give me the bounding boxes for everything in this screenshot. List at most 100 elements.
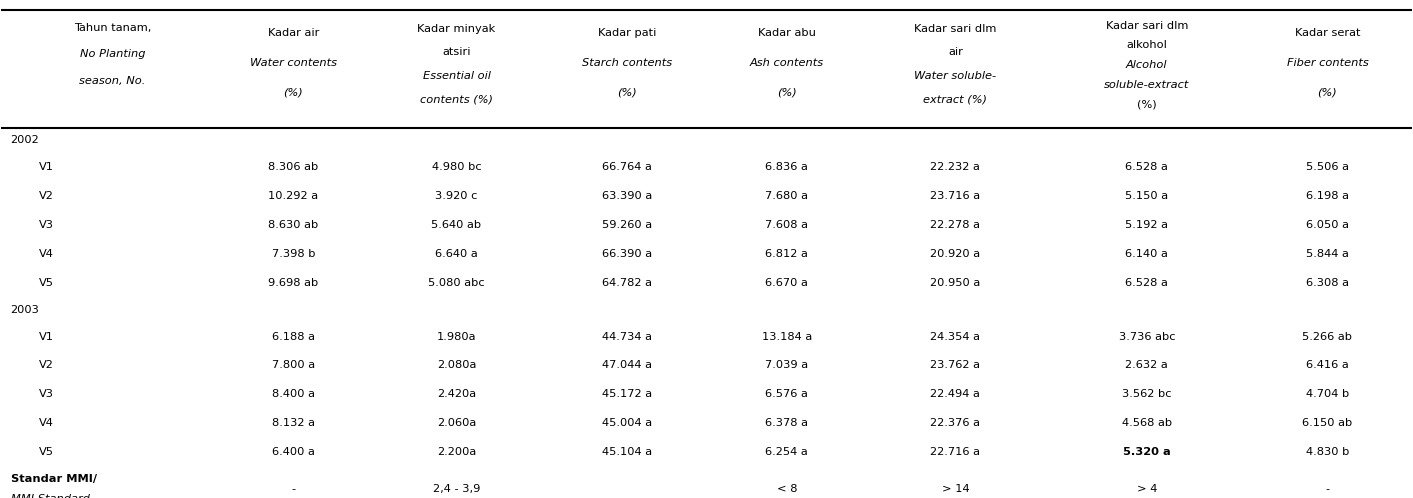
Text: 23.716 a: 23.716 a: [930, 191, 981, 201]
Text: 8.400 a: 8.400 a: [271, 389, 315, 399]
Text: 20.920 a: 20.920 a: [930, 249, 981, 259]
Text: 2002: 2002: [10, 135, 40, 145]
Text: 6.528 a: 6.528 a: [1125, 278, 1169, 288]
Text: 5.192 a: 5.192 a: [1125, 220, 1169, 230]
Text: 20.950 a: 20.950 a: [930, 278, 981, 288]
Text: 4.568 ab: 4.568 ab: [1122, 418, 1171, 428]
Text: Kadar sari dlm: Kadar sari dlm: [1105, 20, 1188, 30]
Text: 5.150 a: 5.150 a: [1125, 191, 1169, 201]
Text: V5: V5: [38, 447, 54, 457]
Text: < 8: < 8: [777, 484, 797, 494]
Text: > 4: > 4: [1136, 484, 1157, 494]
Text: 44.734 a: 44.734 a: [602, 332, 653, 342]
Text: (%): (%): [1137, 99, 1157, 109]
Text: 5.640 ab: 5.640 ab: [431, 220, 482, 230]
Text: alkohol: alkohol: [1126, 40, 1167, 50]
Text: Essential oil: Essential oil: [422, 71, 490, 81]
Text: 59.260 a: 59.260 a: [602, 220, 653, 230]
Text: V4: V4: [38, 418, 54, 428]
Text: Kadar minyak: Kadar minyak: [417, 24, 496, 34]
Text: contents (%): contents (%): [420, 95, 493, 105]
Text: 47.044 a: 47.044 a: [602, 361, 653, 371]
Text: 6.400 a: 6.400 a: [271, 447, 315, 457]
Text: 5.080 abc: 5.080 abc: [428, 278, 485, 288]
Text: 6.254 a: 6.254 a: [766, 447, 808, 457]
Text: 22.494 a: 22.494 a: [931, 389, 981, 399]
Text: 5.844 a: 5.844 a: [1306, 249, 1349, 259]
Text: 6.140 a: 6.140 a: [1125, 249, 1169, 259]
Text: 6.308 a: 6.308 a: [1306, 278, 1349, 288]
Text: V5: V5: [38, 278, 54, 288]
Text: 5.320 a: 5.320 a: [1123, 447, 1170, 457]
Text: 6.150 ab: 6.150 ab: [1303, 418, 1352, 428]
Text: atsiri: atsiri: [442, 47, 471, 57]
Text: 1.980a: 1.980a: [437, 332, 476, 342]
Text: -: -: [291, 484, 295, 494]
Text: 63.390 a: 63.390 a: [602, 191, 653, 201]
Text: V1: V1: [38, 162, 54, 172]
Text: Starch contents: Starch contents: [582, 58, 673, 68]
Text: 66.764 a: 66.764 a: [602, 162, 653, 172]
Text: 6.416 a: 6.416 a: [1306, 361, 1349, 371]
Text: extract (%): extract (%): [924, 95, 988, 105]
Text: Kadar serat: Kadar serat: [1294, 28, 1361, 38]
Text: -: -: [1325, 484, 1330, 494]
Text: 2,4 - 3,9: 2,4 - 3,9: [432, 484, 480, 494]
Text: season, No.: season, No.: [79, 76, 146, 86]
Text: V4: V4: [38, 249, 54, 259]
Text: MMI Standard: MMI Standard: [10, 494, 89, 498]
Text: 6.198 a: 6.198 a: [1306, 191, 1349, 201]
Text: 6.576 a: 6.576 a: [766, 389, 808, 399]
Text: 6.050 a: 6.050 a: [1306, 220, 1349, 230]
Text: 3.562 bc: 3.562 bc: [1122, 389, 1171, 399]
Text: 3.920 c: 3.920 c: [435, 191, 478, 201]
Text: 4.980 bc: 4.980 bc: [432, 162, 482, 172]
Text: 7.039 a: 7.039 a: [766, 361, 808, 371]
Text: 6.188 a: 6.188 a: [271, 332, 315, 342]
Text: 22.278 a: 22.278 a: [930, 220, 981, 230]
Text: 2.632 a: 2.632 a: [1125, 361, 1169, 371]
Text: 2003: 2003: [10, 305, 40, 315]
Text: 6.670 a: 6.670 a: [766, 278, 808, 288]
Text: 4.830 b: 4.830 b: [1306, 447, 1349, 457]
Text: 5.506 a: 5.506 a: [1306, 162, 1349, 172]
Text: 2.200a: 2.200a: [437, 447, 476, 457]
Text: (%): (%): [617, 88, 637, 98]
Text: air: air: [948, 47, 962, 57]
Text: No Planting: No Planting: [79, 49, 146, 59]
Text: Fiber contents: Fiber contents: [1287, 58, 1368, 68]
Text: 2.080a: 2.080a: [437, 361, 476, 371]
Text: Water contents: Water contents: [250, 58, 336, 68]
Text: (%): (%): [1317, 88, 1337, 98]
Text: 2.060a: 2.060a: [437, 418, 476, 428]
Text: 45.172 a: 45.172 a: [602, 389, 653, 399]
Text: 13.184 a: 13.184 a: [762, 332, 812, 342]
Text: 4.704 b: 4.704 b: [1306, 389, 1349, 399]
Text: V2: V2: [38, 191, 54, 201]
Text: 22.232 a: 22.232 a: [931, 162, 981, 172]
Text: 45.104 a: 45.104 a: [602, 447, 653, 457]
Text: 8.306 ab: 8.306 ab: [268, 162, 318, 172]
Text: soluble-extract: soluble-extract: [1104, 80, 1190, 90]
Text: 3.736 abc: 3.736 abc: [1119, 332, 1176, 342]
Text: Kadar abu: Kadar abu: [757, 28, 815, 38]
Text: 64.782 a: 64.782 a: [602, 278, 653, 288]
Text: 45.004 a: 45.004 a: [602, 418, 653, 428]
Text: 23.762 a: 23.762 a: [930, 361, 981, 371]
Text: 7.398 b: 7.398 b: [271, 249, 315, 259]
Text: 6.812 a: 6.812 a: [766, 249, 808, 259]
Text: 22.716 a: 22.716 a: [930, 447, 981, 457]
Text: 22.376 a: 22.376 a: [930, 418, 981, 428]
Text: V2: V2: [38, 361, 54, 371]
Text: 6.640 a: 6.640 a: [435, 249, 478, 259]
Text: Ash contents: Ash contents: [750, 58, 824, 68]
Text: 6.528 a: 6.528 a: [1125, 162, 1169, 172]
Text: Tahun tanam,: Tahun tanam,: [73, 23, 151, 33]
Text: V3: V3: [38, 389, 54, 399]
Text: 24.354 a: 24.354 a: [930, 332, 981, 342]
Text: 6.378 a: 6.378 a: [766, 418, 808, 428]
Text: V3: V3: [38, 220, 54, 230]
Text: 10.292 a: 10.292 a: [268, 191, 318, 201]
Text: 8.132 a: 8.132 a: [271, 418, 315, 428]
Text: (%): (%): [284, 88, 304, 98]
